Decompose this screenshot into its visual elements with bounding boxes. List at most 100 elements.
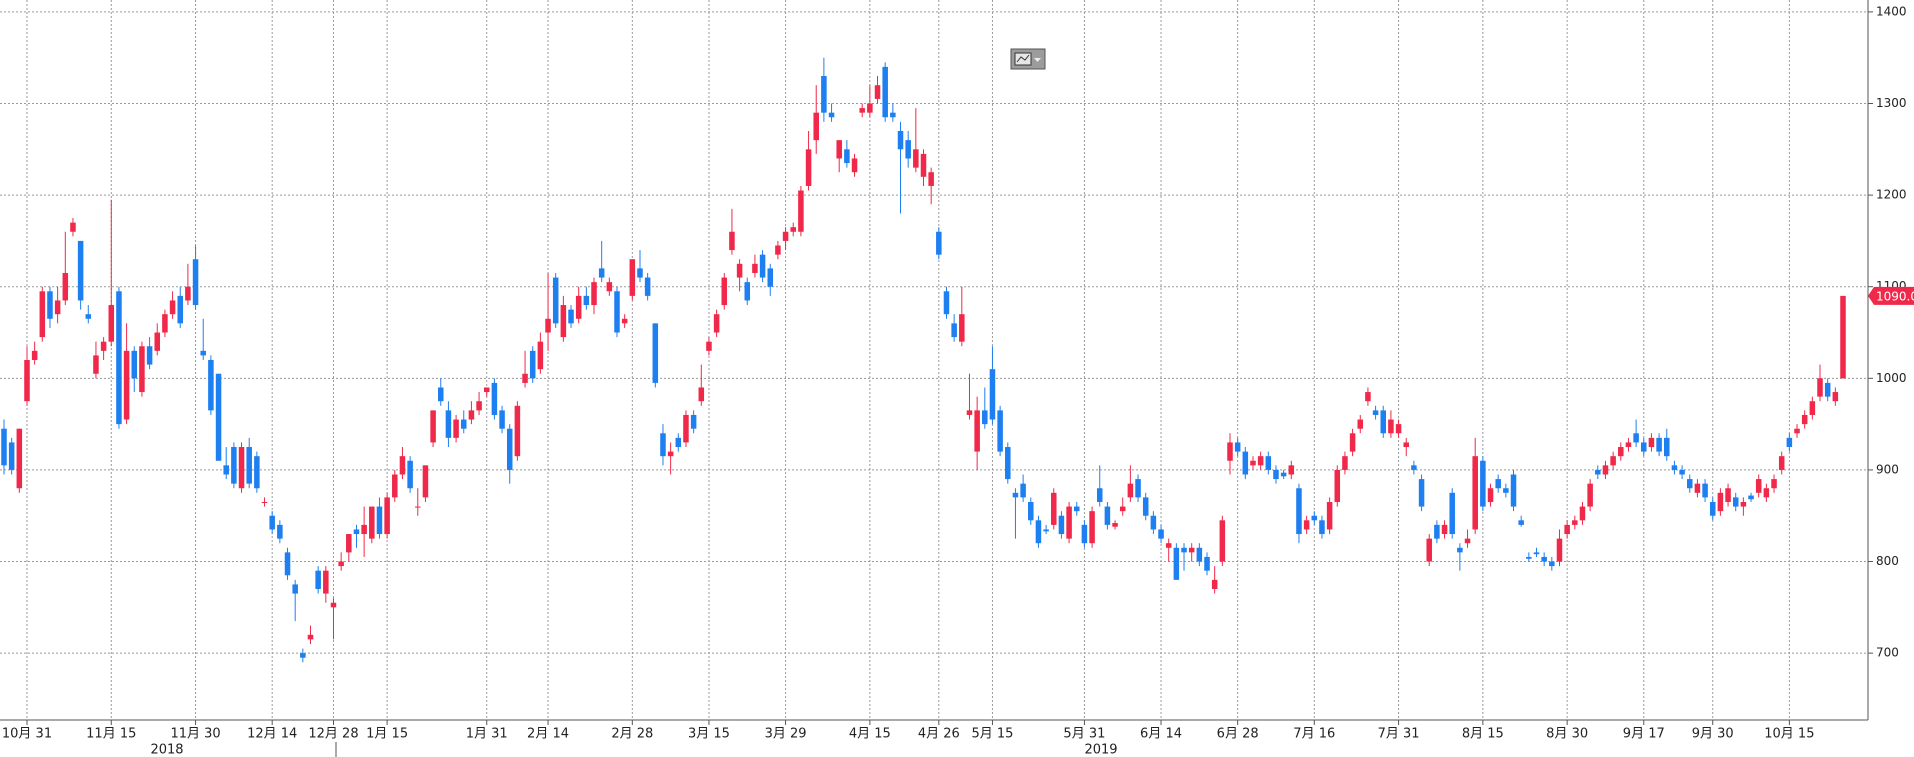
x-tick-label: 12月 14 (247, 727, 297, 742)
candle-body (323, 570, 329, 594)
candle-body (1748, 495, 1754, 500)
candle-body (246, 447, 252, 484)
candle-body (1165, 543, 1172, 548)
candle-body (1188, 547, 1195, 553)
candle-body (16, 428, 23, 489)
candle-body (1694, 483, 1701, 493)
candle-body (1572, 520, 1578, 525)
candle-body (1181, 547, 1187, 553)
candle-body (1579, 506, 1586, 521)
candle-body (1487, 488, 1494, 502)
candle-body (215, 373, 222, 461)
candle-body (1005, 447, 1011, 480)
candle-body (1732, 497, 1739, 507)
y-tick-label: 1400 (1876, 4, 1907, 18)
candle-body (675, 437, 682, 448)
candle-body (683, 414, 689, 443)
candle-body (1755, 479, 1762, 493)
candle-body (1426, 538, 1432, 562)
candle-body (1464, 538, 1471, 544)
candle-body (1556, 538, 1563, 562)
candle-body (1311, 515, 1318, 521)
candle-body (1441, 524, 1448, 535)
y-tick-label: 700 (1876, 646, 1899, 660)
candle-body (1112, 523, 1118, 527)
candle-body (1081, 524, 1088, 544)
candle-body (315, 570, 321, 590)
candle-body (208, 360, 214, 411)
candle-body (77, 240, 84, 301)
last-price-tag (1868, 286, 1914, 305)
candle-body (438, 387, 444, 402)
candle-body (920, 153, 927, 177)
candle-body (93, 355, 99, 374)
candle-body (1089, 511, 1095, 544)
candle-body (499, 410, 505, 429)
candle-body (775, 245, 781, 255)
candle-body (430, 410, 436, 443)
candle-body (1526, 556, 1532, 559)
candle-body (231, 447, 237, 484)
candle-body (660, 433, 666, 457)
candle-body (759, 254, 766, 278)
candle-body (790, 227, 796, 232)
candle-body (1288, 465, 1295, 475)
candle-body (1219, 520, 1226, 562)
candle-body (506, 428, 513, 470)
candle-body (284, 552, 291, 576)
candle-body (1771, 479, 1777, 489)
candle-body (690, 414, 697, 429)
candle-body (1158, 529, 1164, 539)
x-tick-label: 2月 14 (527, 727, 569, 742)
candle-body (1104, 506, 1111, 525)
candle-body (529, 350, 536, 379)
candle-body (621, 318, 628, 324)
candle-body (108, 305, 115, 342)
candle-body (1096, 488, 1103, 502)
x-tick-label: 10月 31 (2, 727, 52, 742)
candle-body (185, 286, 191, 301)
candle-body (192, 259, 199, 306)
candle-body (1832, 392, 1839, 402)
tool-button-arrow (1034, 58, 1041, 62)
candle-body (1142, 497, 1149, 516)
candle-body (560, 305, 567, 338)
candle-body (644, 277, 651, 296)
candle-body (223, 465, 229, 475)
candle-body (1403, 442, 1409, 448)
candle-body (1656, 437, 1662, 452)
candle-body (951, 323, 957, 338)
y-tick-label: 1000 (1876, 371, 1907, 385)
candle-body (859, 108, 865, 113)
candle-body (100, 341, 107, 351)
candle-body (1449, 492, 1455, 535)
candle-body (300, 653, 306, 658)
candle-body (238, 447, 245, 489)
candle-body (997, 410, 1003, 452)
candle-body (1012, 492, 1019, 498)
candle-body (353, 529, 360, 535)
candle-body (828, 112, 835, 118)
candle-body (407, 460, 413, 489)
x-tick-label: 4月 15 (849, 727, 891, 742)
candle-body (959, 314, 965, 342)
x-tick-label: 6月 28 (1217, 727, 1259, 742)
candle-body (1518, 520, 1524, 525)
candle-body (1625, 442, 1632, 448)
chart-tool-button[interactable] (1010, 48, 1046, 70)
candle-body (667, 451, 674, 457)
candle-body (154, 332, 161, 351)
candle-body (1051, 492, 1057, 525)
candle-body (1073, 506, 1080, 512)
candle-body (836, 140, 842, 159)
candle-body (851, 158, 858, 173)
candle-body (1127, 483, 1134, 498)
candle-body (1817, 378, 1823, 397)
x-tick-label: 8月 30 (1546, 727, 1588, 742)
candle-body (1058, 515, 1065, 535)
year-label: 2019 (1084, 743, 1117, 757)
x-tick-label: 5月 31 (1063, 727, 1105, 742)
candle-body (261, 501, 268, 503)
candle-body (1618, 447, 1624, 457)
candle-body (1671, 465, 1678, 470)
